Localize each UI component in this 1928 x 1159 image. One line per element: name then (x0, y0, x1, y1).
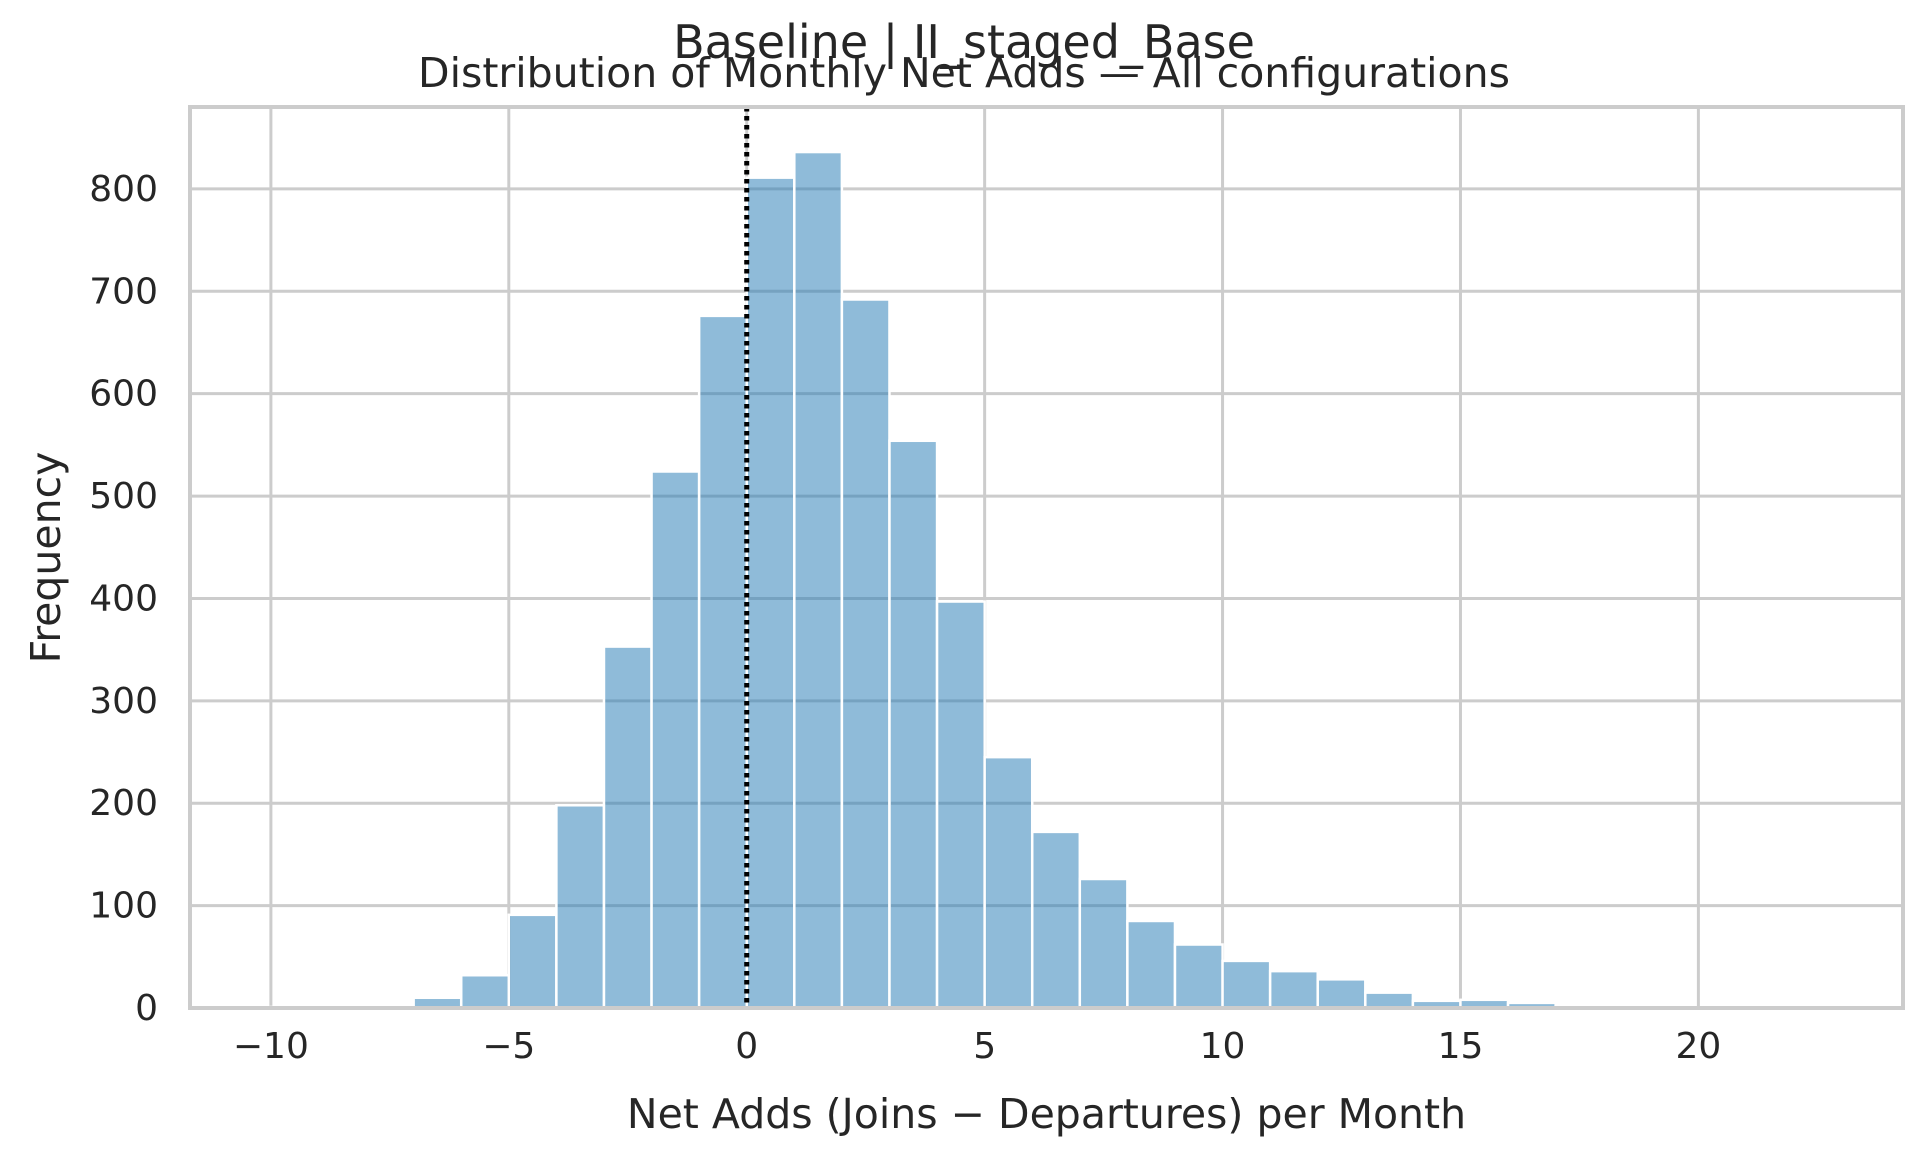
y-tick-label: 800 (89, 169, 158, 210)
histogram-bar (650, 470, 701, 1010)
plot-area-frame (188, 105, 1905, 1010)
histogram-bar (1030, 830, 1082, 1010)
x-tick-label: 0 (735, 1026, 758, 1067)
y-tick-label: 700 (89, 271, 158, 312)
chart-title: Distribution of Monthly Net Adds — All c… (418, 49, 1510, 97)
histogram-bar (1126, 919, 1177, 1010)
histogram-bar (1364, 991, 1415, 1010)
histogram-bar (1268, 969, 1319, 1010)
histogram-bar (1221, 959, 1272, 1010)
histogram-bar (745, 176, 796, 1010)
histogram-bar (1078, 877, 1129, 1010)
figure-suptitle: Baseline | II_staged_Base (673, 15, 1255, 70)
histogram-bars (269, 150, 1843, 1010)
histogram-bar (1316, 978, 1367, 1010)
histogram-bar (983, 755, 1034, 1010)
x-tick-label: 10 (1200, 1026, 1246, 1067)
x-tick-label: 5 (973, 1026, 996, 1067)
y-axis-ticks: 0 100 200 300 400 500 600 700 800 (89, 169, 158, 1029)
y-tick-label: 500 (89, 476, 158, 517)
histogram-bar (793, 150, 844, 1010)
histogram-bar (888, 439, 939, 1010)
x-axis-label: Net Adds (Joins − Departures) per Month (627, 1090, 1466, 1138)
x-tick-label: −10 (233, 1026, 309, 1067)
x-axis-ticks: −10 −5 0 5 10 15 20 (233, 1026, 1721, 1067)
y-axis-label: Frequency (22, 452, 70, 664)
histogram-bar (459, 973, 511, 1010)
histogram-bar (555, 804, 606, 1010)
y-tick-label: 0 (135, 988, 158, 1029)
x-tick-label: −5 (482, 1026, 535, 1067)
y-tick-label: 300 (89, 681, 158, 722)
histogram-bar (507, 913, 558, 1010)
y-tick-label: 600 (89, 374, 158, 415)
x-tick-label: 15 (1438, 1026, 1484, 1067)
histogram-bar (697, 314, 748, 1010)
histogram-bar (602, 645, 653, 1010)
y-tick-label: 200 (89, 783, 158, 824)
x-tick-label: 20 (1675, 1026, 1721, 1067)
y-tick-label: 400 (89, 578, 158, 619)
y-tick-label: 100 (89, 886, 158, 927)
histogram-bar (840, 298, 891, 1010)
histogram-bar (935, 600, 986, 1010)
histogram-bar (1173, 943, 1224, 1010)
